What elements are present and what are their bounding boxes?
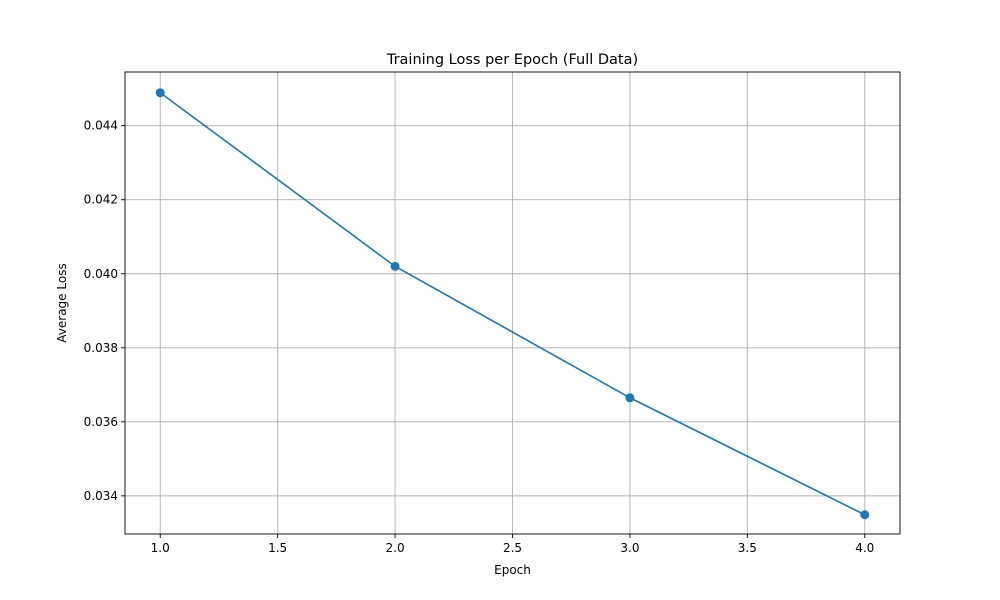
data-point (860, 510, 870, 520)
x-tick-label: 3.5 (738, 541, 757, 555)
x-tick-label: 2.0 (386, 541, 405, 555)
x-tick-label: 4.0 (855, 541, 874, 555)
y-tick-label: 0.044 (84, 119, 118, 133)
x-axis-label: Epoch (494, 563, 531, 577)
y-tick-label: 0.034 (84, 489, 118, 503)
x-tick-label: 2.5 (503, 541, 522, 555)
grid (125, 72, 900, 534)
series-layer (155, 88, 870, 520)
data-point (155, 88, 165, 98)
x-tick-label: 1.5 (268, 541, 287, 555)
y-tick-label: 0.038 (84, 341, 118, 355)
y-axis-label: Average Loss (55, 263, 69, 342)
data-point (625, 393, 635, 403)
y-tick-label: 0.042 (84, 193, 118, 207)
y-tick-label: 0.036 (84, 415, 118, 429)
ticks: 1.0 1.5 2.0 2.5 3.0 3.5 4.0 0.034 0.036 0.038 0.04… (84, 119, 875, 555)
y-tick-label: 0.040 (84, 267, 118, 281)
data-point (390, 261, 400, 271)
x-tick-label: 3.0 (620, 541, 639, 555)
series-line (159, 92, 866, 516)
chart-title: Training Loss per Epoch (Full Data) (386, 52, 638, 68)
x-tick-label: 1.0 (151, 541, 170, 555)
